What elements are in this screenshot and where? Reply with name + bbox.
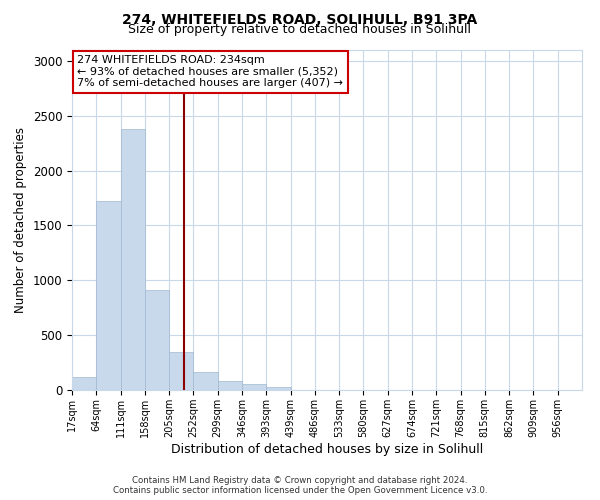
Bar (266, 386, 290, 390)
X-axis label: Distribution of detached houses by size in Solihull: Distribution of detached houses by size … (171, 442, 483, 456)
Bar (193, 372, 218, 390)
Bar (169, 352, 193, 390)
Text: 274 WHITEFIELDS ROAD: 234sqm
← 93% of detached houses are smaller (5,352)
7% of : 274 WHITEFIELDS ROAD: 234sqm ← 93% of de… (77, 55, 343, 88)
Y-axis label: Number of detached properties: Number of detached properties (14, 127, 27, 313)
Bar (242, 384, 266, 390)
Bar (96, 202, 121, 390)
Bar (72, 377, 96, 390)
Bar (145, 290, 169, 390)
Text: Contains HM Land Registry data © Crown copyright and database right 2024.
Contai: Contains HM Land Registry data © Crown c… (113, 476, 487, 495)
Bar (218, 380, 242, 390)
Text: 274, WHITEFIELDS ROAD, SOLIHULL, B91 3PA: 274, WHITEFIELDS ROAD, SOLIHULL, B91 3PA (122, 12, 478, 26)
Bar (121, 129, 145, 390)
Text: Size of property relative to detached houses in Solihull: Size of property relative to detached ho… (128, 22, 472, 36)
